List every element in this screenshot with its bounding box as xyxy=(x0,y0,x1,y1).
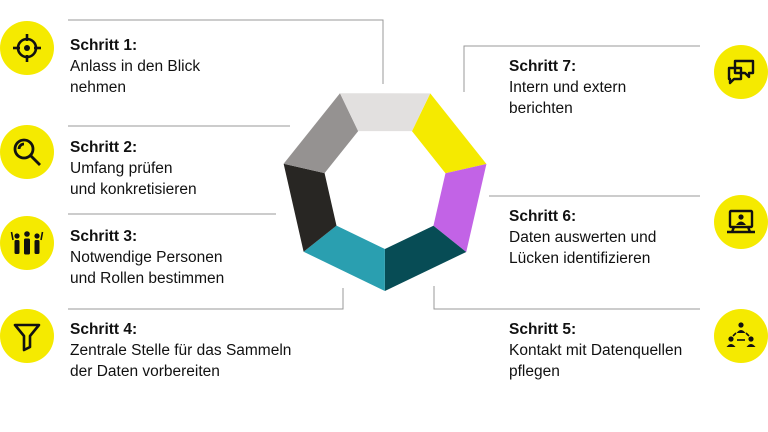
step-title: Schritt 5: xyxy=(509,321,577,338)
aperture-blade-1 xyxy=(411,93,487,174)
step-title: Schritt 1: xyxy=(70,37,138,54)
step-description: Umfang prüfen und konkretisieren xyxy=(70,160,197,198)
funnel-icon xyxy=(13,323,41,352)
step-7-icon-circle xyxy=(714,45,768,99)
step-2: Schritt 2: Umfang prüfen und konkretisie… xyxy=(70,137,197,200)
step-4: Schritt 4: Zentrale Stelle für das Samme… xyxy=(70,319,291,382)
step-description: Anlass in den Blick nehmen xyxy=(70,58,201,96)
step-description: Notwendige Personen und Rollen bestimmen xyxy=(70,249,225,287)
step-description: Daten auswerten und Lücken identifiziere… xyxy=(509,229,657,267)
step-title: Schritt 3: xyxy=(70,228,138,245)
step-6-icon-circle xyxy=(714,195,768,249)
step-5: Schritt 5: Kontakt mit Datenquellen pfle… xyxy=(509,319,682,382)
step-3-icon-circle xyxy=(0,216,54,270)
aperture-blade-4 xyxy=(303,225,385,291)
aperture-blade-3 xyxy=(384,225,467,291)
step-description: Zentrale Stelle für das Sammeln der Date… xyxy=(70,342,292,380)
people-group-icon xyxy=(10,231,44,255)
step-4-icon-circle xyxy=(0,309,54,363)
step-1-icon-circle xyxy=(0,21,54,75)
crosshair-icon xyxy=(13,34,41,62)
step-5-icon-circle xyxy=(714,309,768,363)
step-1: Schritt 1: Anlass in den Blick nehmen xyxy=(70,35,200,98)
step-title: Schritt 4: xyxy=(70,321,138,338)
step-description: Intern und extern berichten xyxy=(509,79,627,117)
step-3: Schritt 3: Notwendige Personen und Rolle… xyxy=(70,226,224,289)
step-7: Schritt 7: Intern und extern berichten xyxy=(509,56,626,119)
chat-bubbles-icon xyxy=(727,59,755,85)
monitor-icon xyxy=(727,209,755,234)
step-description: Kontakt mit Datenquellen pflegen xyxy=(509,342,683,380)
aperture-blade-7 xyxy=(339,93,431,132)
aperture-blade-2 xyxy=(433,163,487,252)
network-people-icon xyxy=(726,322,756,347)
aperture-blade-6 xyxy=(283,93,359,174)
step-6: Schritt 6: Daten auswerten und Lücken id… xyxy=(509,206,656,269)
step-title: Schritt 2: xyxy=(70,139,138,156)
step-title: Schritt 6: xyxy=(509,208,577,225)
step-2-icon-circle xyxy=(0,125,54,179)
aperture-blade-5 xyxy=(283,163,337,252)
step-title: Schritt 7: xyxy=(509,58,577,75)
magnifier-icon xyxy=(13,138,41,166)
